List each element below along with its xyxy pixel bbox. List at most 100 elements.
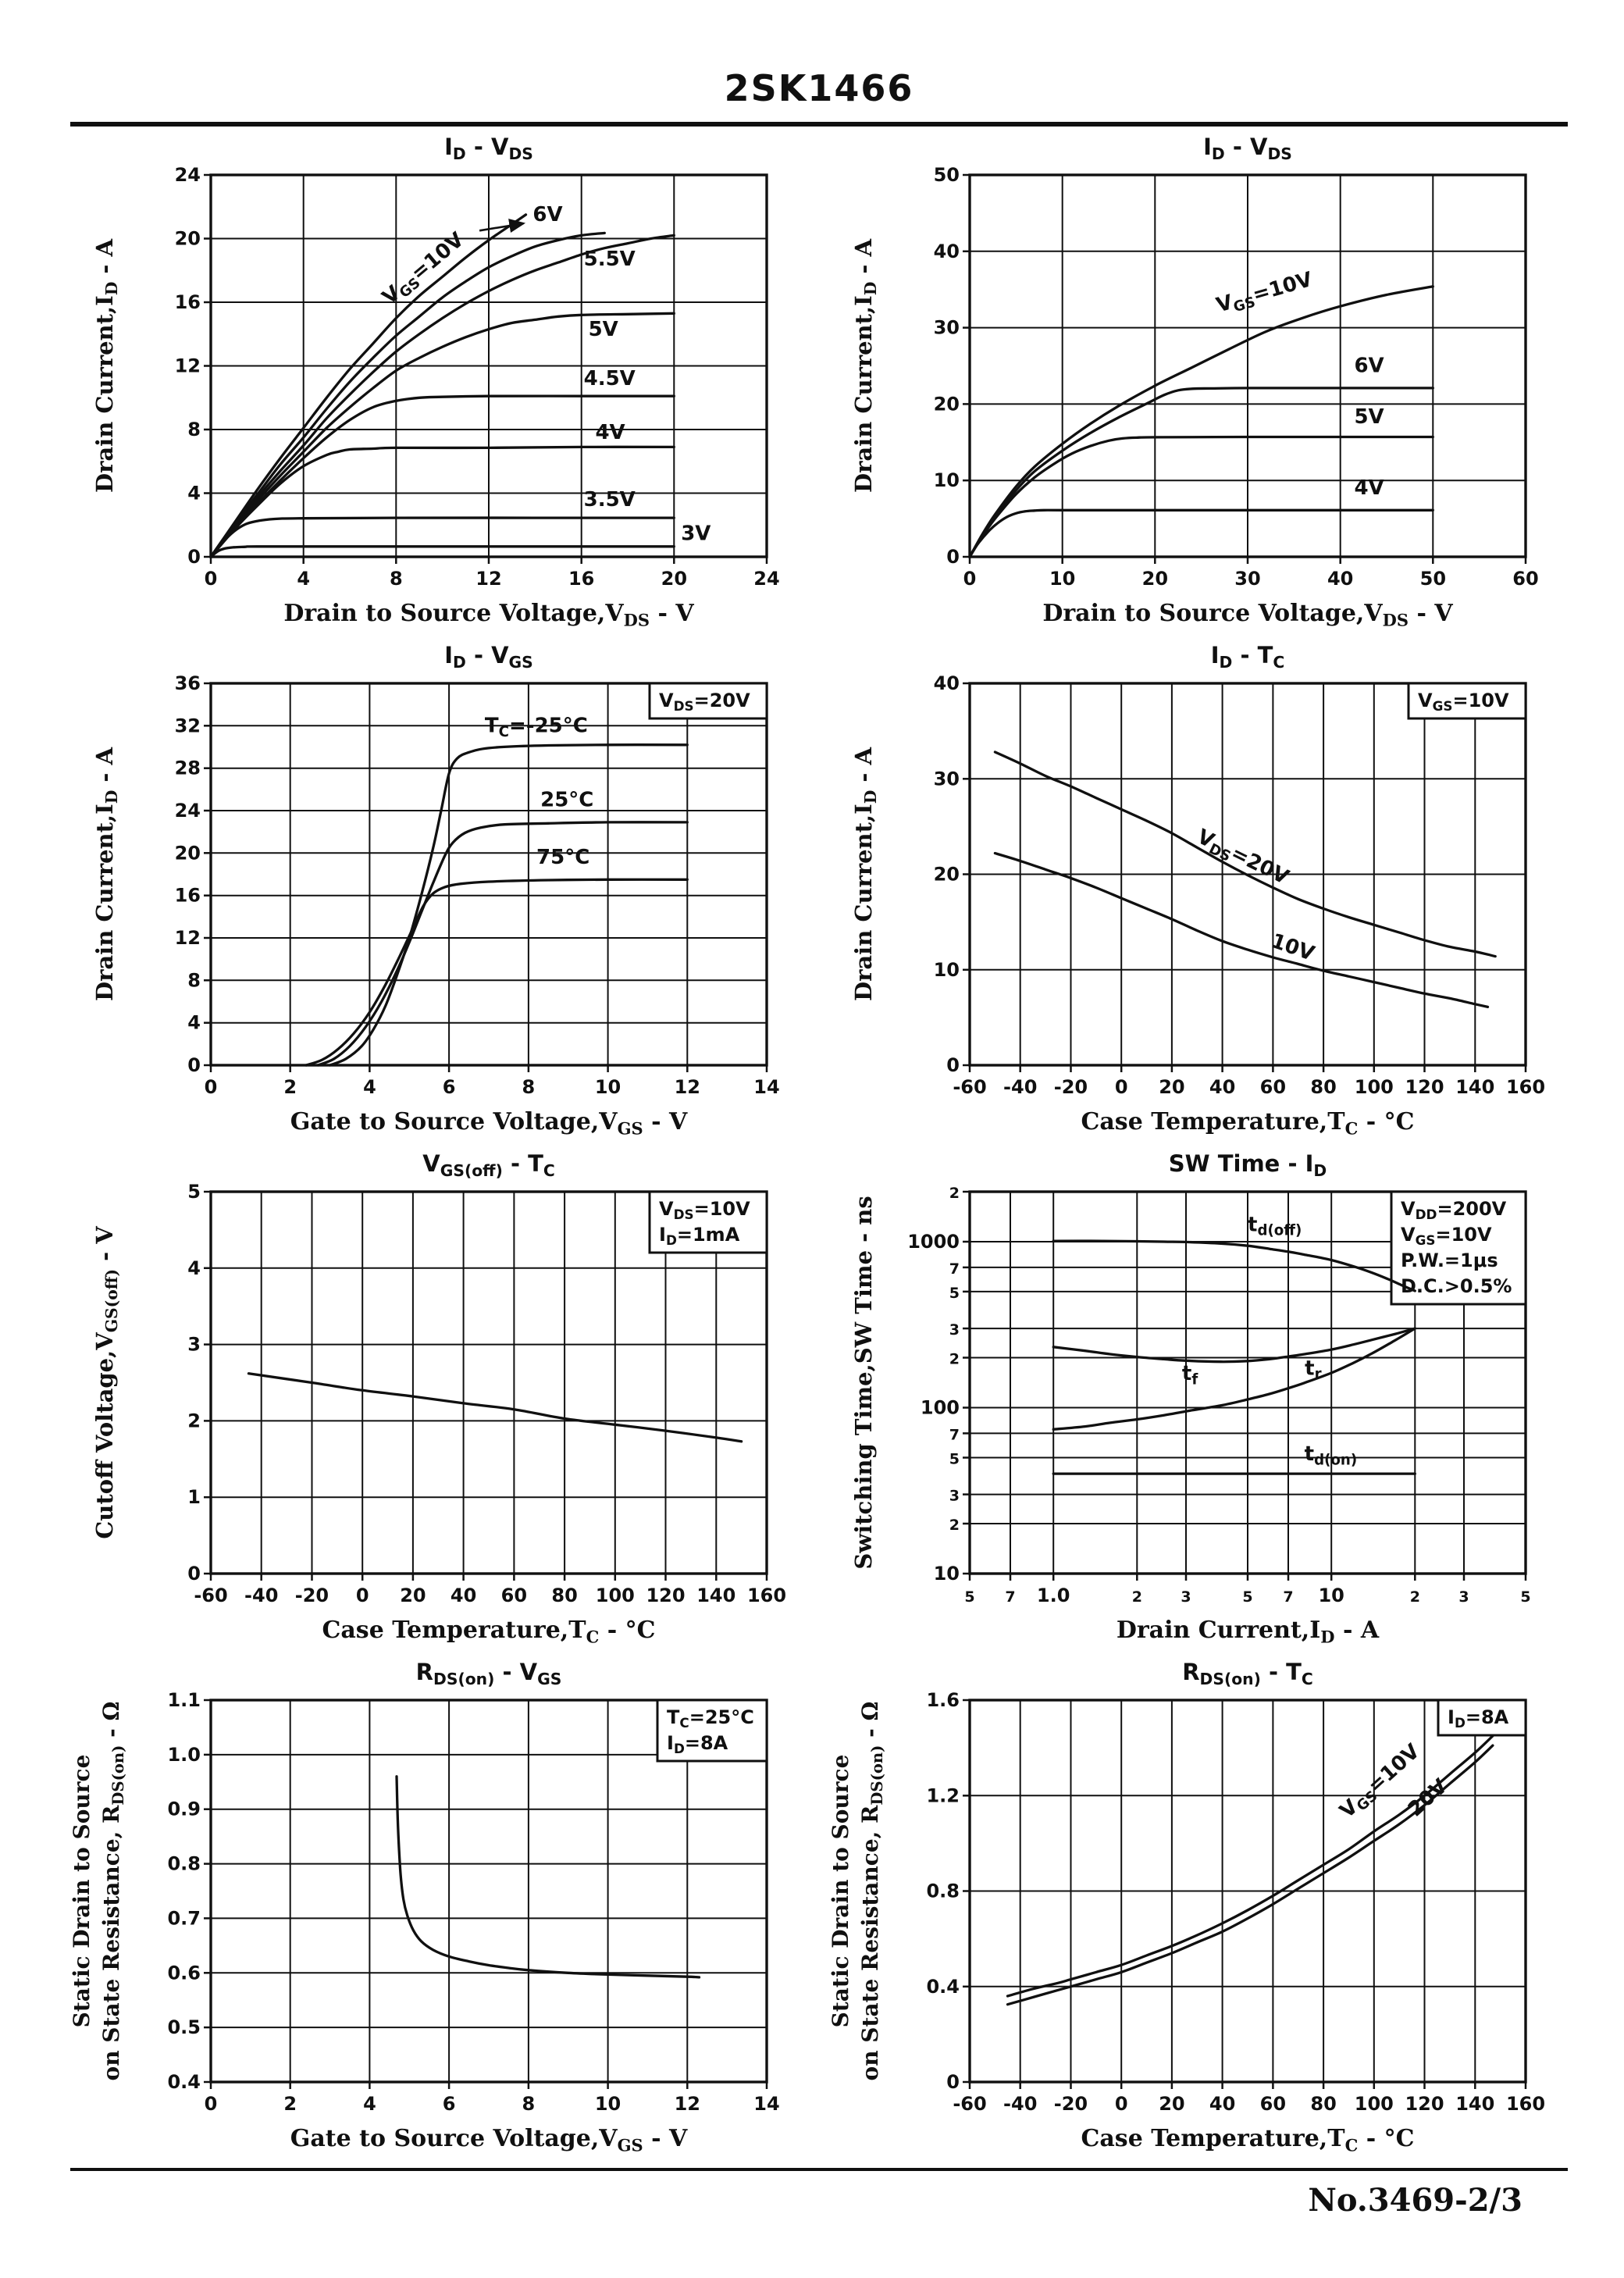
- tick-label-y: 0.5: [167, 2016, 201, 2038]
- tick-label-y: 5: [949, 1285, 960, 1302]
- curve-tf: [1052, 1327, 1416, 1364]
- curve-vgs-10v: [1006, 1734, 1494, 1998]
- chart-switching-time-vs-drain-current: SW Time - ID 5 7 1.0 2 3 5 7 10 2 3 5 10 2 3 5 7 100 2 3 5 7 1…: [828, 1150, 1569, 1653]
- chart-drain-current-vs-temperature: ID - TC -60 -40 -20 0 20 40 60 80 100 120 140 160 0 10…: [828, 641, 1569, 1145]
- y-axis-title: Drain Current,ID - A: [850, 747, 880, 1001]
- tick-label-x: 10: [1318, 1585, 1344, 1606]
- tick-label-x: 160: [747, 1585, 786, 1606]
- curve-vgs-3-5v: [209, 516, 675, 558]
- annotation-line: VDD=200V: [1401, 1198, 1507, 1222]
- tick-label-x: 40: [1209, 2093, 1235, 2115]
- curve-label: 5V: [1354, 405, 1384, 429]
- chart-title: RDS(on) - TC: [1182, 1659, 1313, 1688]
- tick-label-x: 40: [1209, 1076, 1235, 1098]
- tick-label-x: 120: [1405, 1076, 1444, 1098]
- curve-label: 4V: [1354, 476, 1384, 500]
- y-axis-title: Switching Time,SW Time - ns: [850, 1196, 877, 1569]
- y-axis-title: Drain Current,ID - A: [91, 747, 121, 1001]
- chart-cutoff-voltage-vs-temperature-canvas: VGS(off) - TC-60 -40 -20 0 20 40 60 80 100 120 140…: [91, 1150, 786, 1646]
- tick-label-x: -40: [244, 1585, 278, 1606]
- curves: [993, 750, 1497, 1009]
- tick-label-x: 16: [568, 568, 594, 590]
- tick-label-x: 120: [1405, 2093, 1444, 2115]
- annotation-line: ID=8A: [667, 1732, 728, 1756]
- tick-label-x: 20: [661, 568, 687, 590]
- annotation-line: VDS=20V: [659, 690, 750, 714]
- tick-label-y: 20: [934, 393, 960, 415]
- tick-label-x: 40: [1327, 568, 1353, 590]
- tick-label-x: 140: [1455, 2093, 1494, 2115]
- curves: [209, 213, 675, 558]
- curve-tc-75c: [304, 878, 689, 1067]
- tick-label-x: 2: [1132, 1588, 1142, 1606]
- part-number-title: 2SK1466: [724, 67, 914, 109]
- plot-border: [209, 1190, 768, 1575]
- tick-label-y: 5: [187, 1181, 201, 1203]
- tick-label-y: 7: [949, 1260, 960, 1278]
- curve-vgs-10v: [209, 213, 528, 558]
- curve-tc-25c: [316, 821, 689, 1067]
- annotation-border: [1437, 1699, 1527, 1737]
- x-axis-title: Gate to Source Voltage,VGS - V: [290, 1108, 688, 1138]
- tick-label-x: 8: [390, 568, 403, 590]
- tick-label-y: 10: [934, 469, 960, 491]
- tick-label-x: 6: [443, 1076, 456, 1098]
- x-axis-title: Drain Current,ID - A: [1116, 1617, 1380, 1646]
- tick-label-x: 0: [1115, 1076, 1128, 1098]
- tick-label-x: 60: [1260, 1076, 1286, 1098]
- tick-label-x: 7: [1005, 1588, 1015, 1606]
- tick-label-x: 50: [1420, 568, 1446, 590]
- curve-vgs-4v: [968, 508, 1434, 558]
- annotation-line: TC=25°C: [667, 1706, 754, 1731]
- curve-vds-20v: [993, 750, 1497, 958]
- tick-label-x: 60: [1260, 2093, 1286, 2115]
- tick-label-y: 16: [175, 885, 201, 907]
- tick-label-y: 0.8: [926, 1881, 960, 1902]
- tick-label-x: 80: [551, 1585, 577, 1606]
- tick-label-y: 0.7: [167, 1907, 201, 1929]
- tick-label-y: 12: [175, 927, 201, 949]
- curve-label: VDS=20V: [1192, 825, 1292, 891]
- tick-label-y: 28: [175, 758, 201, 779]
- tick-label-y: 0.6: [167, 1962, 201, 1984]
- curves: [1052, 1239, 1416, 1475]
- chart-output-characteristics-1-canvas: ID - VDS 0 4 8 12 16 20 24 0 4 8 12 16 20 24 Drain to S…: [91, 134, 780, 629]
- tick-label-y: 1.2: [926, 1784, 960, 1806]
- tick-label-y: 0: [187, 546, 201, 568]
- curve-label: VGS=10V: [378, 228, 470, 312]
- tick-label-y: 10: [934, 1563, 960, 1585]
- tick-label-y: 4: [187, 1012, 201, 1034]
- tick-label-y: 1.6: [926, 1689, 960, 1711]
- annotation-box: VGS=10V: [1407, 682, 1527, 720]
- chart-cutoff-voltage-vs-temperature: VGS(off) - TC -60 -40 -20 0 20 40 60 80 100 120 140…: [69, 1150, 810, 1653]
- curve-label: TC=-25°C: [485, 714, 588, 740]
- chart-title: RDS(on) - VGS: [416, 1659, 562, 1688]
- curve-tr: [1052, 1327, 1416, 1431]
- chart-title: VGS(off) - TC: [422, 1150, 555, 1180]
- tick-label-y: 20: [934, 864, 960, 886]
- tick-label-x: 1.0: [1037, 1585, 1070, 1606]
- curve-td-off: [1052, 1239, 1416, 1292]
- annotation-border: [1407, 682, 1527, 720]
- curve-vds-10v: [993, 851, 1490, 1009]
- tick-label-x: 60: [1512, 568, 1538, 590]
- curve-label: 25°C: [540, 789, 593, 812]
- tick-label-x: 10: [595, 2093, 621, 2115]
- axis-ticks: 0 4 8 12 16 20 24 0 4 8 12 16 20 24: [175, 164, 780, 590]
- y-axis-title: Cutoff Voltage,VGS(off) - V: [91, 1226, 121, 1539]
- footer-rule: [70, 2168, 1568, 2171]
- annotation-box: ID=8A: [1437, 1699, 1527, 1737]
- tick-label-y: 24: [175, 164, 201, 186]
- annotation-border: [648, 682, 768, 720]
- curve-vgs-5-5v: [209, 234, 675, 558]
- tick-label-x: 3: [1181, 1588, 1191, 1606]
- curve-label: 3.5V: [584, 488, 636, 512]
- chart-output-characteristics-1: ID - VDS 0 4 8 12 16 20 24 0 4 8 12 16 20 24 Drain to S…: [69, 133, 810, 636]
- tick-label-x: 20: [1159, 1076, 1184, 1098]
- tick-label-y: 36: [175, 672, 201, 694]
- y-axis-title: Drain Current,ID - A: [850, 238, 880, 493]
- annotation-line: ID=8A: [1448, 1706, 1509, 1731]
- annotation-line: VGS=10V: [1401, 1224, 1492, 1248]
